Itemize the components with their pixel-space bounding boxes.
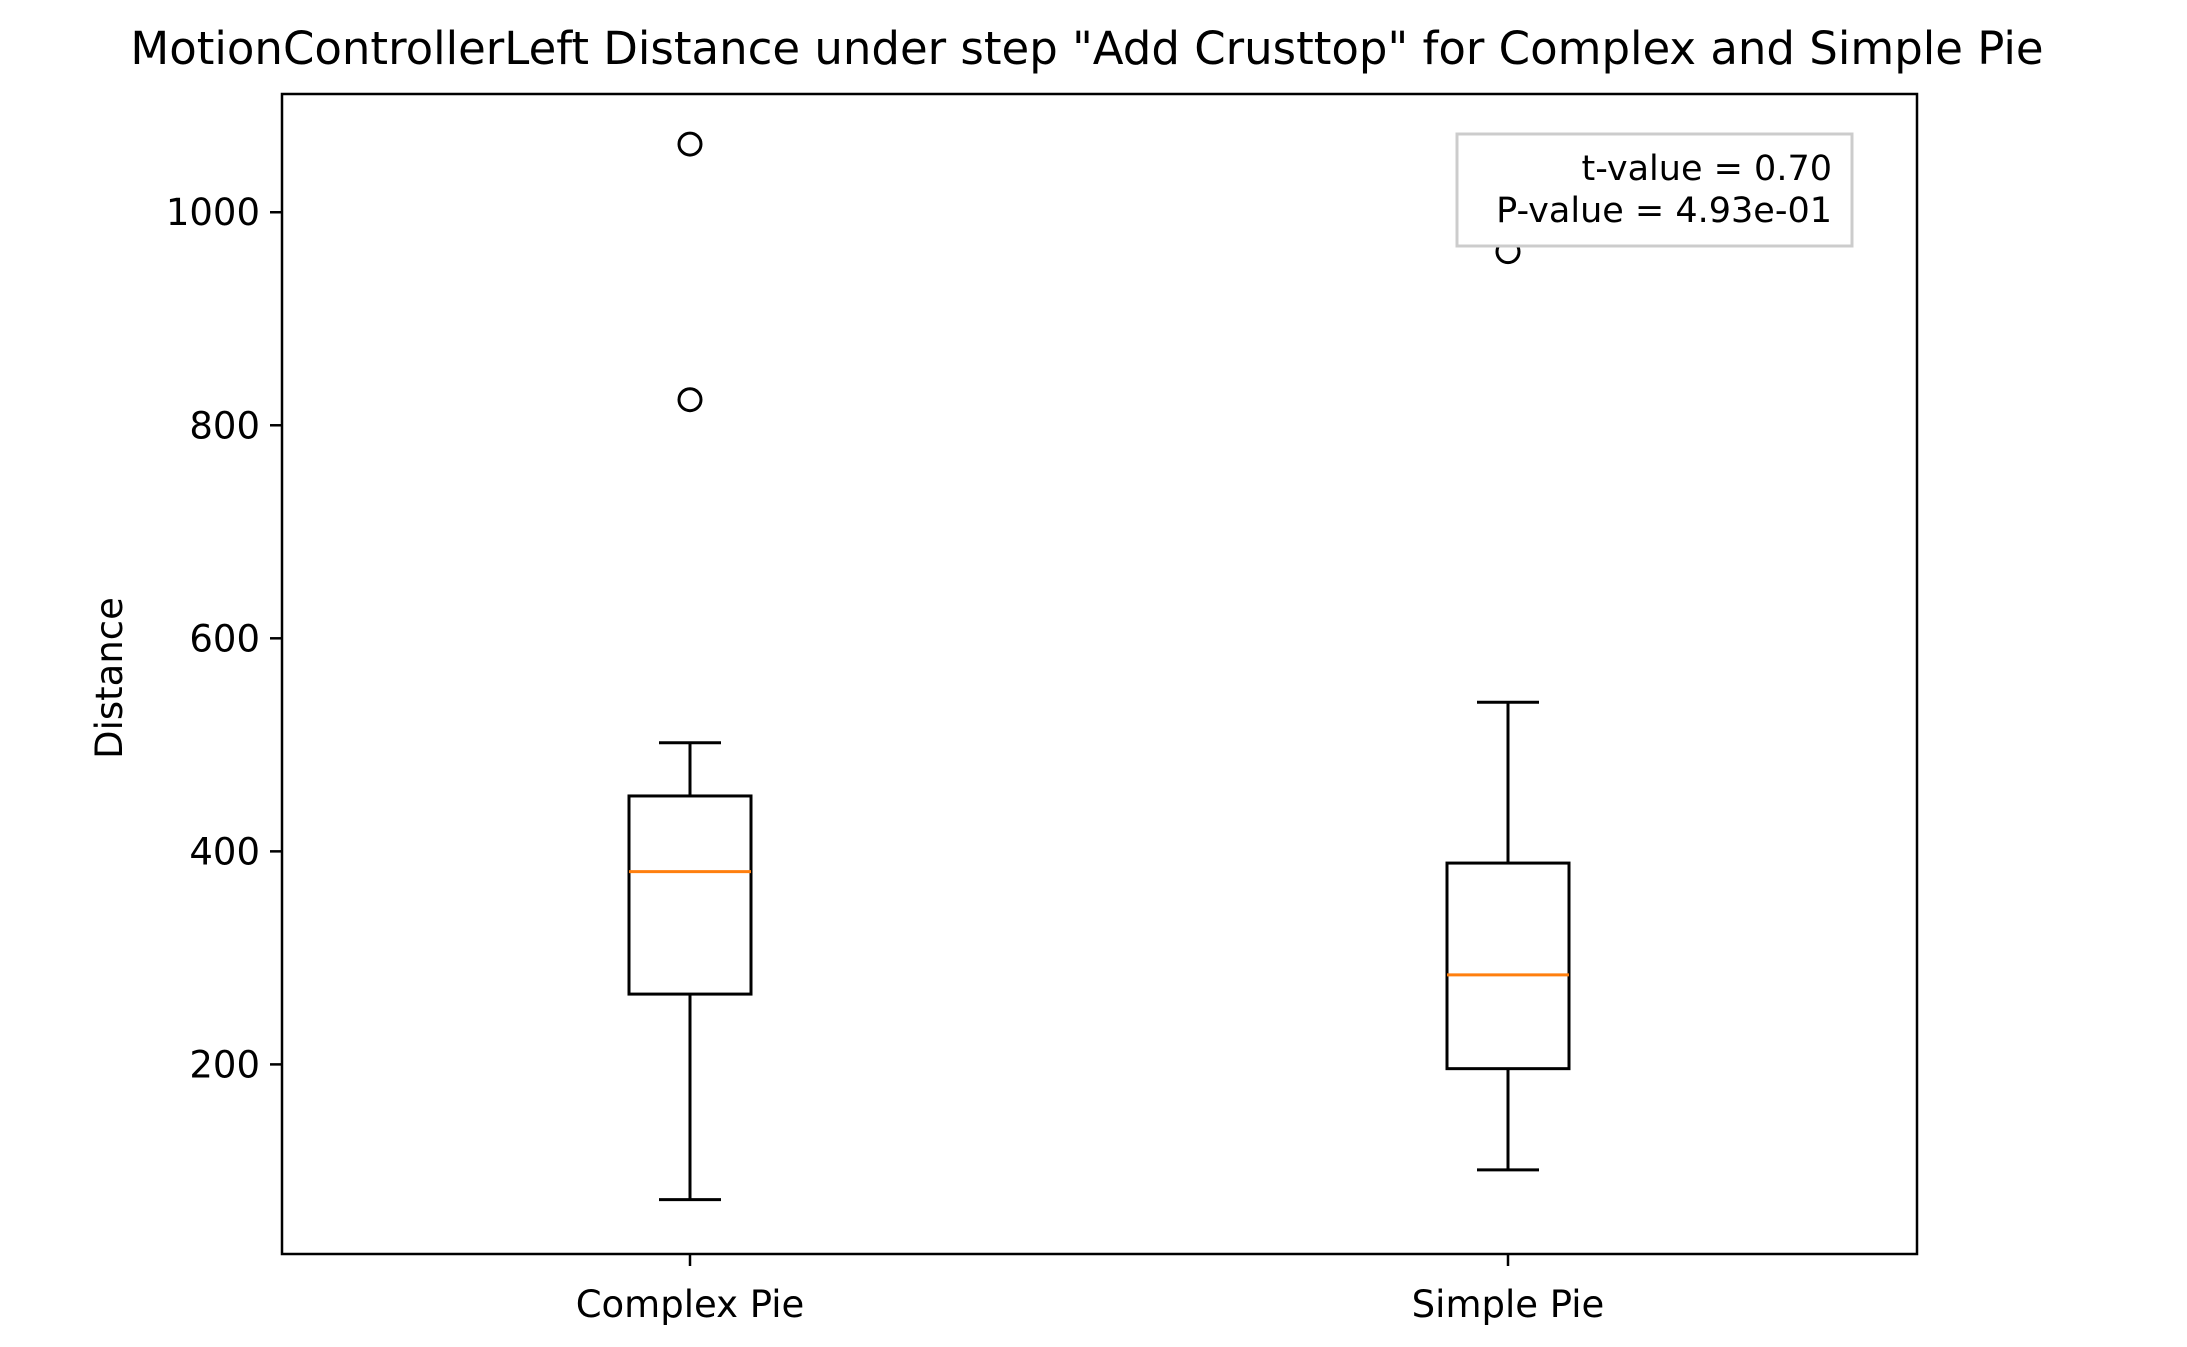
outlier-point xyxy=(677,131,703,157)
t-value-text: t-value = 0.70 xyxy=(1581,149,1832,189)
y-tick-label: 800 xyxy=(189,404,260,447)
outlier-point xyxy=(677,387,703,413)
p-value-text: P-value = 4.93e-01 xyxy=(1496,191,1832,231)
y-tick-label: 1000 xyxy=(166,191,260,234)
iqr-box xyxy=(1445,861,1571,1071)
plot-frame xyxy=(280,92,1919,1256)
y-tick-label: 400 xyxy=(189,830,260,873)
annotation-box xyxy=(1455,132,1854,248)
stats-annotation: t-value = 0.70 P-value = 4.93e-01 xyxy=(1455,132,1854,248)
x-tick-label: Simple Pie xyxy=(1412,1283,1605,1326)
y-tick-label: 600 xyxy=(189,617,260,660)
x-tick-label: Complex Pie xyxy=(576,1283,805,1326)
plot-area: 200 400 600 800 1000 Complex Pie Simple Pie xyxy=(166,131,1605,1326)
y-tick-label: 200 xyxy=(189,1043,260,1086)
chart-title: MotionControllerLeft Distance under step… xyxy=(130,22,2043,75)
iqr-box xyxy=(627,794,753,996)
y-axis-label: Distance xyxy=(88,597,131,759)
